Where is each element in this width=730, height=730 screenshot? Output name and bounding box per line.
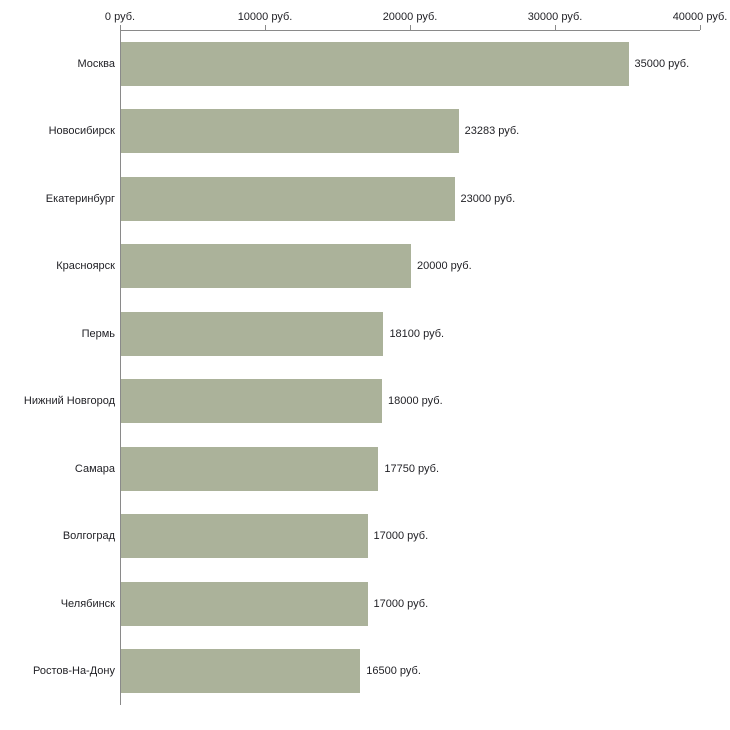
bar [121,176,455,221]
bar [121,41,629,86]
bar [121,514,368,559]
x-axis-tick-label: 20000 руб. [382,11,438,23]
x-axis-tick-label: 0 руб. [104,11,136,23]
bar-value-label: 18000 руб. [388,395,443,408]
x-axis-tick-mark [555,25,556,30]
y-axis-category-label: Екатеринбург [45,192,115,205]
y-axis-category-label: Нижний Новгород [23,395,115,408]
x-axis-tick-mark [265,25,266,30]
x-axis-tick-mark [700,25,701,30]
bar [121,311,384,356]
bar-value-label: 17000 руб. [373,597,429,610]
bar-value-label: 17000 руб. [373,530,429,543]
y-axis-category-label: Волгоград [62,530,115,543]
y-axis-category-label: Самара [74,462,115,475]
x-axis-tick-mark [120,25,121,30]
bar-value-label: 23000 руб. [460,192,516,205]
bar [121,581,368,626]
x-axis-tick-mark [410,25,411,30]
plot-area [120,30,700,705]
y-axis-category-label: Челябинск [60,597,115,610]
bar [121,379,382,424]
bar-value-label: 20000 руб. [417,260,472,273]
bar-value-label: 17750 руб. [384,462,439,475]
bar-value-label: 35000 руб. [634,57,690,70]
bar [121,649,361,694]
bar [121,446,379,491]
bar-value-label: 18100 руб. [389,327,445,340]
bar [121,244,411,289]
x-axis-tick-label: 40000 руб. [672,11,728,23]
y-axis-category-label: Красноярск [56,260,115,273]
x-axis-tick-label: 10000 руб. [237,11,293,23]
y-axis-category-label: Ростов-На-Дону [32,665,115,678]
bar-value-label: 23283 руб. [464,125,520,138]
y-axis-category-label: Пермь [81,327,115,340]
y-axis-category-label: Москва [77,57,115,70]
x-axis-tick-label: 30000 руб. [527,11,583,23]
bar-value-label: 16500 руб. [366,665,421,678]
bar [121,109,459,154]
y-axis-category-label: Новосибирск [48,125,115,138]
